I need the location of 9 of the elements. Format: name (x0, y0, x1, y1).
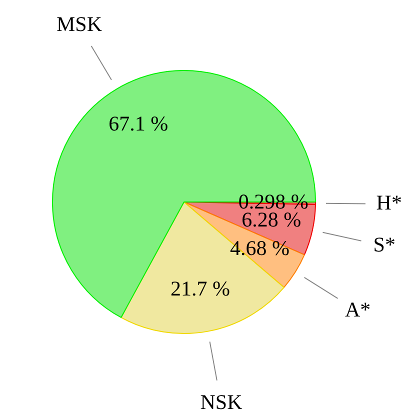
data-label: 21.7 % (170, 276, 230, 300)
slice-label: H* (376, 190, 402, 214)
slice-label: S* (373, 232, 396, 256)
slice-label: MSK (56, 12, 102, 36)
data-label: 6.28 % (242, 208, 302, 232)
slice-label: NSK (200, 390, 242, 412)
data-label: 4.68 % (230, 236, 290, 260)
slice-label: A* (344, 297, 371, 322)
data-label: 67.1 % (108, 112, 168, 136)
